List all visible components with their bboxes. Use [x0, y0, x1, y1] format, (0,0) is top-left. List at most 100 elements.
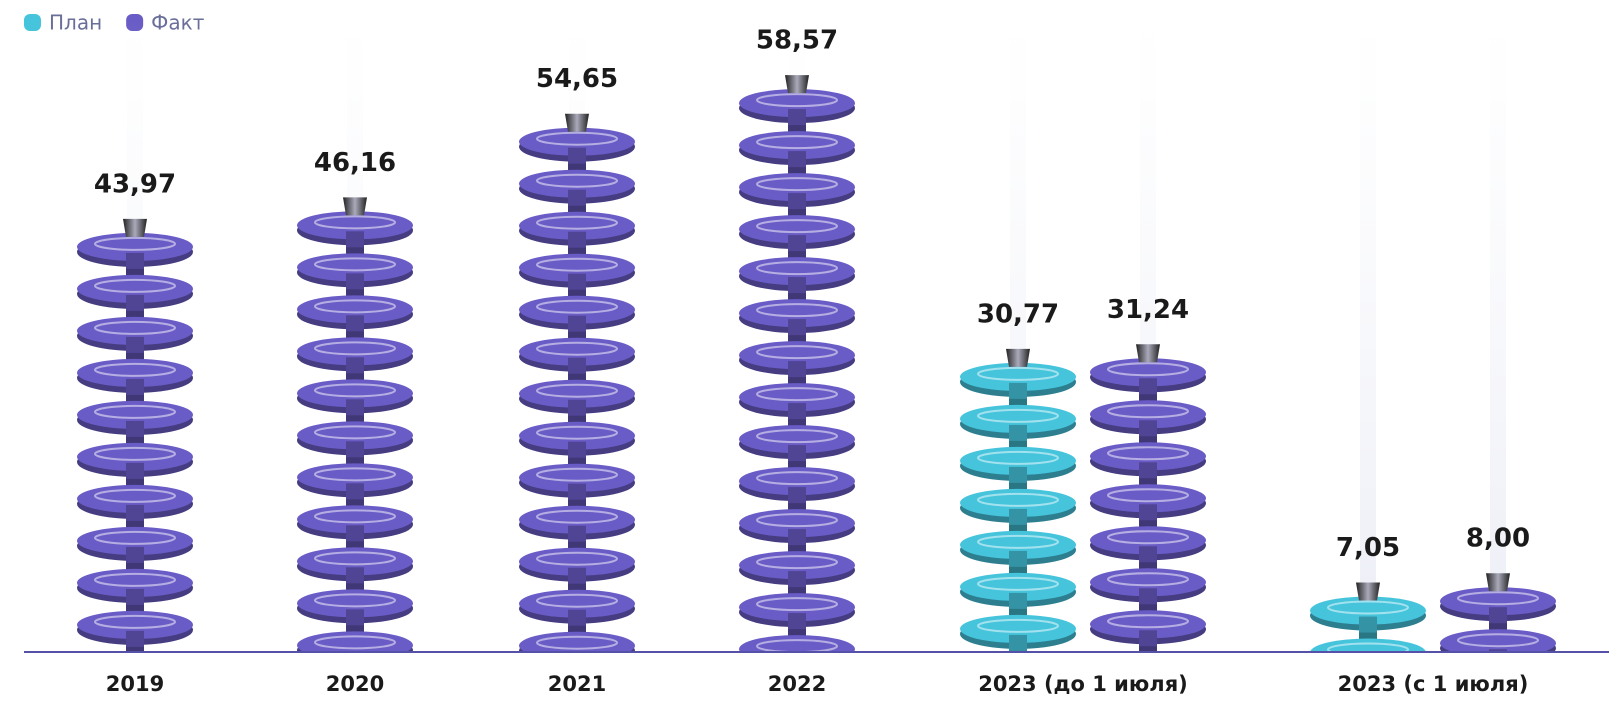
neck	[788, 235, 806, 252]
cap	[1356, 582, 1380, 601]
neck	[1139, 630, 1157, 647]
neck	[788, 361, 806, 378]
value-label: 54,65	[536, 64, 618, 94]
neck	[568, 483, 586, 500]
neck	[126, 588, 144, 605]
neck	[126, 462, 144, 479]
neck	[126, 294, 144, 311]
disc-hl	[536, 509, 618, 524]
bar	[77, 218, 193, 670]
disc-hl	[536, 215, 618, 230]
neck	[1009, 382, 1027, 399]
disc-hl	[314, 509, 396, 524]
neck	[1139, 420, 1157, 437]
neck	[346, 315, 364, 332]
neck	[1139, 462, 1157, 479]
disc-hl	[756, 387, 838, 402]
neck	[1489, 649, 1507, 653]
disc-hl	[536, 593, 618, 608]
neck	[568, 357, 586, 374]
x-tick-label: 2019	[106, 672, 164, 696]
bar	[739, 75, 855, 671]
disc-hl	[536, 257, 618, 272]
neck	[788, 613, 806, 630]
discs	[519, 123, 635, 652]
neck	[788, 487, 806, 504]
neck	[568, 567, 586, 584]
plot: 2019 43,97 2020 46,16 2021 54,65 2022 58,57 2023…	[77, 20, 1556, 696]
x-tick-label: 2023 (до 1 июля)	[978, 672, 1188, 696]
cap	[343, 197, 367, 216]
cap	[565, 113, 589, 132]
disc-hl	[314, 257, 396, 272]
discs	[1310, 592, 1426, 652]
neck	[346, 273, 364, 290]
neck	[126, 546, 144, 563]
legend-label: План	[49, 11, 102, 35]
neck	[788, 319, 806, 336]
neck	[788, 277, 806, 294]
disc-hl	[1457, 633, 1539, 648]
disc-hl	[536, 341, 618, 356]
value-label: 8,00	[1466, 524, 1530, 554]
disc-hl	[756, 597, 838, 612]
disc-hl	[94, 278, 176, 293]
bar	[519, 113, 635, 652]
neck	[126, 336, 144, 353]
neck	[568, 525, 586, 542]
neck	[346, 525, 364, 542]
x-tick-label: 2023 (с 1 июля)	[1338, 672, 1529, 696]
bg-stripe	[1360, 20, 1376, 652]
disc-hl	[536, 383, 618, 398]
disc-hl	[314, 299, 396, 314]
neck	[788, 151, 806, 168]
disc-hl	[1107, 572, 1189, 587]
neck	[1489, 607, 1507, 624]
disc-hl	[94, 362, 176, 377]
disc-hl	[977, 366, 1059, 381]
neck	[1139, 588, 1157, 605]
disc-hl	[94, 614, 176, 629]
disc-hl	[314, 593, 396, 608]
value-label: 7,05	[1336, 533, 1400, 563]
disc-hl	[1108, 657, 1188, 669]
neck	[568, 273, 586, 290]
disc-hl	[95, 658, 175, 670]
neck	[346, 441, 364, 458]
neck	[568, 441, 586, 458]
bar	[297, 197, 413, 652]
disc-hl	[977, 534, 1059, 549]
neck	[568, 609, 586, 626]
cap	[1486, 573, 1510, 592]
neck	[788, 571, 806, 588]
discs	[77, 228, 193, 670]
disc-hl	[756, 471, 838, 486]
bar	[1090, 344, 1206, 669]
neck	[346, 399, 364, 416]
neck	[1009, 634, 1027, 651]
discs	[1090, 354, 1206, 669]
disc-hl	[756, 303, 838, 318]
neck	[126, 504, 144, 521]
disc-hl	[756, 177, 838, 192]
disc-hl	[1107, 362, 1189, 377]
disc-hl	[1327, 600, 1409, 615]
neck	[126, 378, 144, 395]
disc-hl	[94, 236, 176, 251]
neck	[788, 655, 806, 671]
cap	[1136, 344, 1160, 363]
discs	[297, 207, 413, 652]
neck	[1009, 424, 1027, 441]
bar	[1440, 573, 1556, 653]
disc-hl	[1107, 530, 1189, 545]
discs	[960, 358, 1076, 652]
neck	[1359, 616, 1377, 633]
value-label: 31,24	[1107, 295, 1189, 325]
value-label: 30,77	[977, 299, 1059, 329]
neck	[126, 420, 144, 437]
cap	[1006, 348, 1030, 367]
neck	[568, 315, 586, 332]
neck	[126, 252, 144, 269]
